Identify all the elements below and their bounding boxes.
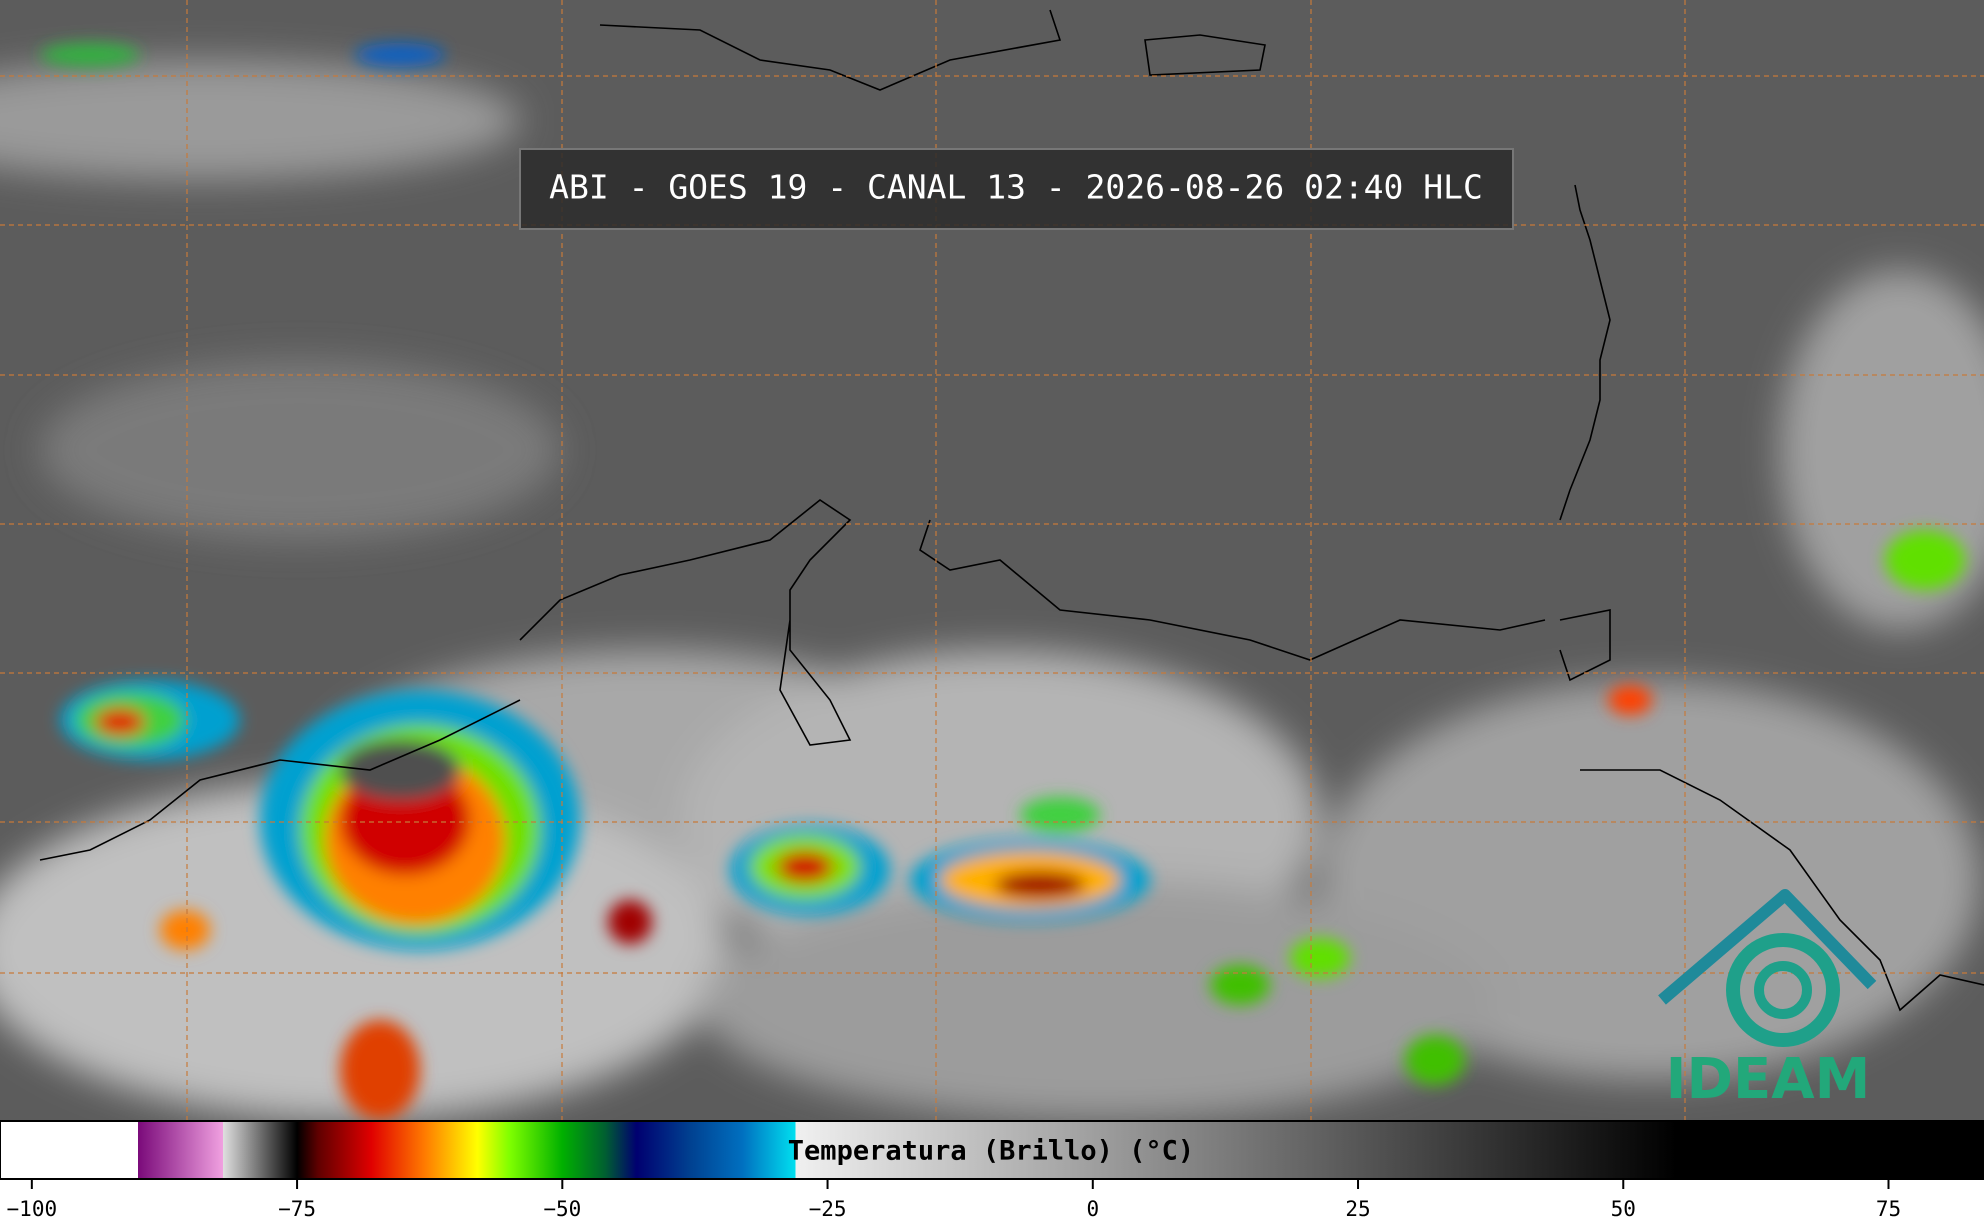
- tick-label: −25: [809, 1197, 847, 1221]
- tick-label: −75: [278, 1197, 316, 1221]
- tick-label: 25: [1345, 1197, 1370, 1221]
- title-box: [519, 148, 1514, 230]
- convective-cells: [40, 43, 1965, 1120]
- colorbar-ramp: [0, 1120, 1984, 1180]
- tick-label: 50: [1611, 1197, 1636, 1221]
- logo: IDEAM: [1658, 889, 1877, 1112]
- tick-label: 75: [1876, 1197, 1901, 1221]
- colorbar: Temperatura (Brillo) (°C) −100 −75 −50 −25 0…: [0, 1120, 1984, 1221]
- tick-label: 0: [1086, 1197, 1099, 1221]
- coastlines: [39, 9, 1984, 1012]
- logo-text: IDEAM: [1666, 1047, 1871, 1112]
- cloud-field: [0, 60, 1984, 1120]
- colorbar-label: Temperatura (Brillo) (°C): [788, 1136, 1194, 1167]
- tick-label: −100: [7, 1197, 58, 1221]
- title: ABI - GOES 19 - CANAL 13 - 2026-08-26 02…: [549, 168, 1483, 207]
- tick-label: −50: [543, 1197, 581, 1221]
